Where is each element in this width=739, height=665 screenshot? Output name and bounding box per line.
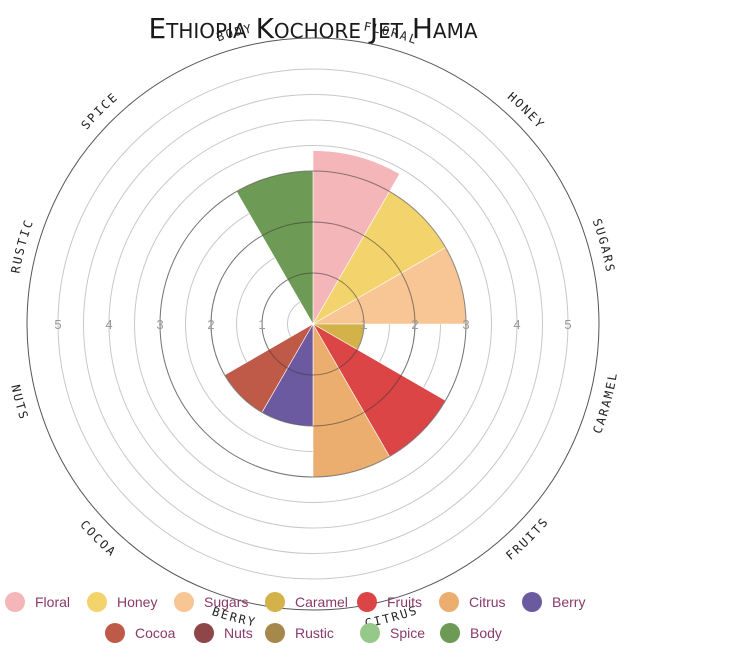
legend-item-honey[interactable]: Honey — [87, 592, 157, 612]
legend-label: Sugars — [204, 594, 248, 610]
legend-swatch — [87, 592, 107, 612]
grid-ring-light — [83, 94, 543, 554]
legend-label: Citrus — [469, 594, 506, 610]
legend-label: Rustic — [295, 625, 334, 641]
axis-label-fruits: FRUITS — [503, 514, 552, 563]
axis-label-honey: HONEY — [505, 89, 548, 132]
legend-item-sugars[interactable]: Sugars — [174, 592, 248, 612]
wedge-floral — [312, 150, 401, 326]
tick-label: 3 — [462, 317, 469, 332]
legend-label: Floral — [35, 594, 70, 610]
tick-label: 1 — [360, 317, 367, 332]
wedges — [224, 150, 467, 478]
grid-ring-light — [134, 145, 492, 503]
legend-item-rustic[interactable]: Rustic — [265, 623, 334, 643]
grid-ring-light — [57, 68, 569, 580]
legend-label: Nuts — [224, 625, 253, 641]
legend-swatch — [5, 592, 25, 612]
legend-swatch — [522, 592, 542, 612]
legend-label: Honey — [117, 594, 157, 610]
chart-title: Ethiopia Kochore Jet Hama — [148, 12, 477, 45]
legend-item-floral[interactable]: Floral — [5, 592, 70, 612]
legend-item-nuts[interactable]: Nuts — [194, 623, 253, 643]
tick-label: 5 — [54, 317, 61, 332]
legend-item-citrus[interactable]: Citrus — [439, 592, 506, 612]
legend-swatch — [194, 623, 214, 643]
axis-label-caramel: CARAMEL — [590, 370, 620, 435]
outer-ring — [26, 37, 600, 611]
grid-ring — [261, 272, 365, 376]
legend-swatch — [174, 592, 194, 612]
grid-ring — [159, 170, 467, 478]
legend-item-berry[interactable]: Berry — [522, 592, 585, 612]
grid-ring-light — [108, 119, 518, 529]
legend-label: Fruits — [387, 594, 422, 610]
tick-label: 3 — [156, 317, 163, 332]
legend-label: Body — [470, 625, 502, 641]
legend-swatch — [105, 623, 125, 643]
axis-label-cocoa: COCOA — [77, 518, 119, 560]
legend-label: Cocoa — [135, 625, 176, 641]
grid-ring — [210, 221, 416, 427]
tick-label: 2 — [207, 317, 214, 332]
legend-label: Spice — [390, 625, 425, 641]
legend-swatch — [265, 623, 285, 643]
legend-swatch — [439, 592, 459, 612]
tick-label: 5 — [564, 317, 571, 332]
legend-item-fruits[interactable]: Fruits — [357, 592, 422, 612]
legend: Floral Honey Sugars Caramel Fruits Citrus Berr… — [5, 592, 585, 643]
legend-item-cocoa[interactable]: Cocoa — [105, 623, 176, 643]
axis-label-nuts: NUTS — [8, 383, 31, 422]
wedge-body — [236, 170, 314, 326]
legend-item-caramel[interactable]: Caramel — [265, 592, 348, 612]
tick-label: 4 — [105, 317, 112, 332]
legend-item-body[interactable]: Body — [440, 623, 502, 643]
axis-label-rustic: RUSTIC — [8, 217, 36, 275]
legend-swatch — [360, 623, 380, 643]
axis-label-spice: SPICE — [78, 89, 121, 132]
legend-swatch — [357, 592, 377, 612]
legend-swatch — [440, 623, 460, 643]
legend-swatch — [265, 592, 285, 612]
tick-label: 1 — [258, 317, 265, 332]
grid-front — [159, 170, 467, 478]
tick-label: 2 — [411, 317, 418, 332]
tick-label: 4 — [513, 317, 520, 332]
legend-label: Caramel — [295, 594, 348, 610]
legend-item-spice[interactable]: Spice — [360, 623, 425, 643]
radial-ticks: 1 1 2 2 3 3 4 4 5 5 — [54, 317, 571, 332]
axis-label-sugars: SUGARS — [590, 217, 618, 275]
legend-label: Berry — [552, 594, 585, 610]
